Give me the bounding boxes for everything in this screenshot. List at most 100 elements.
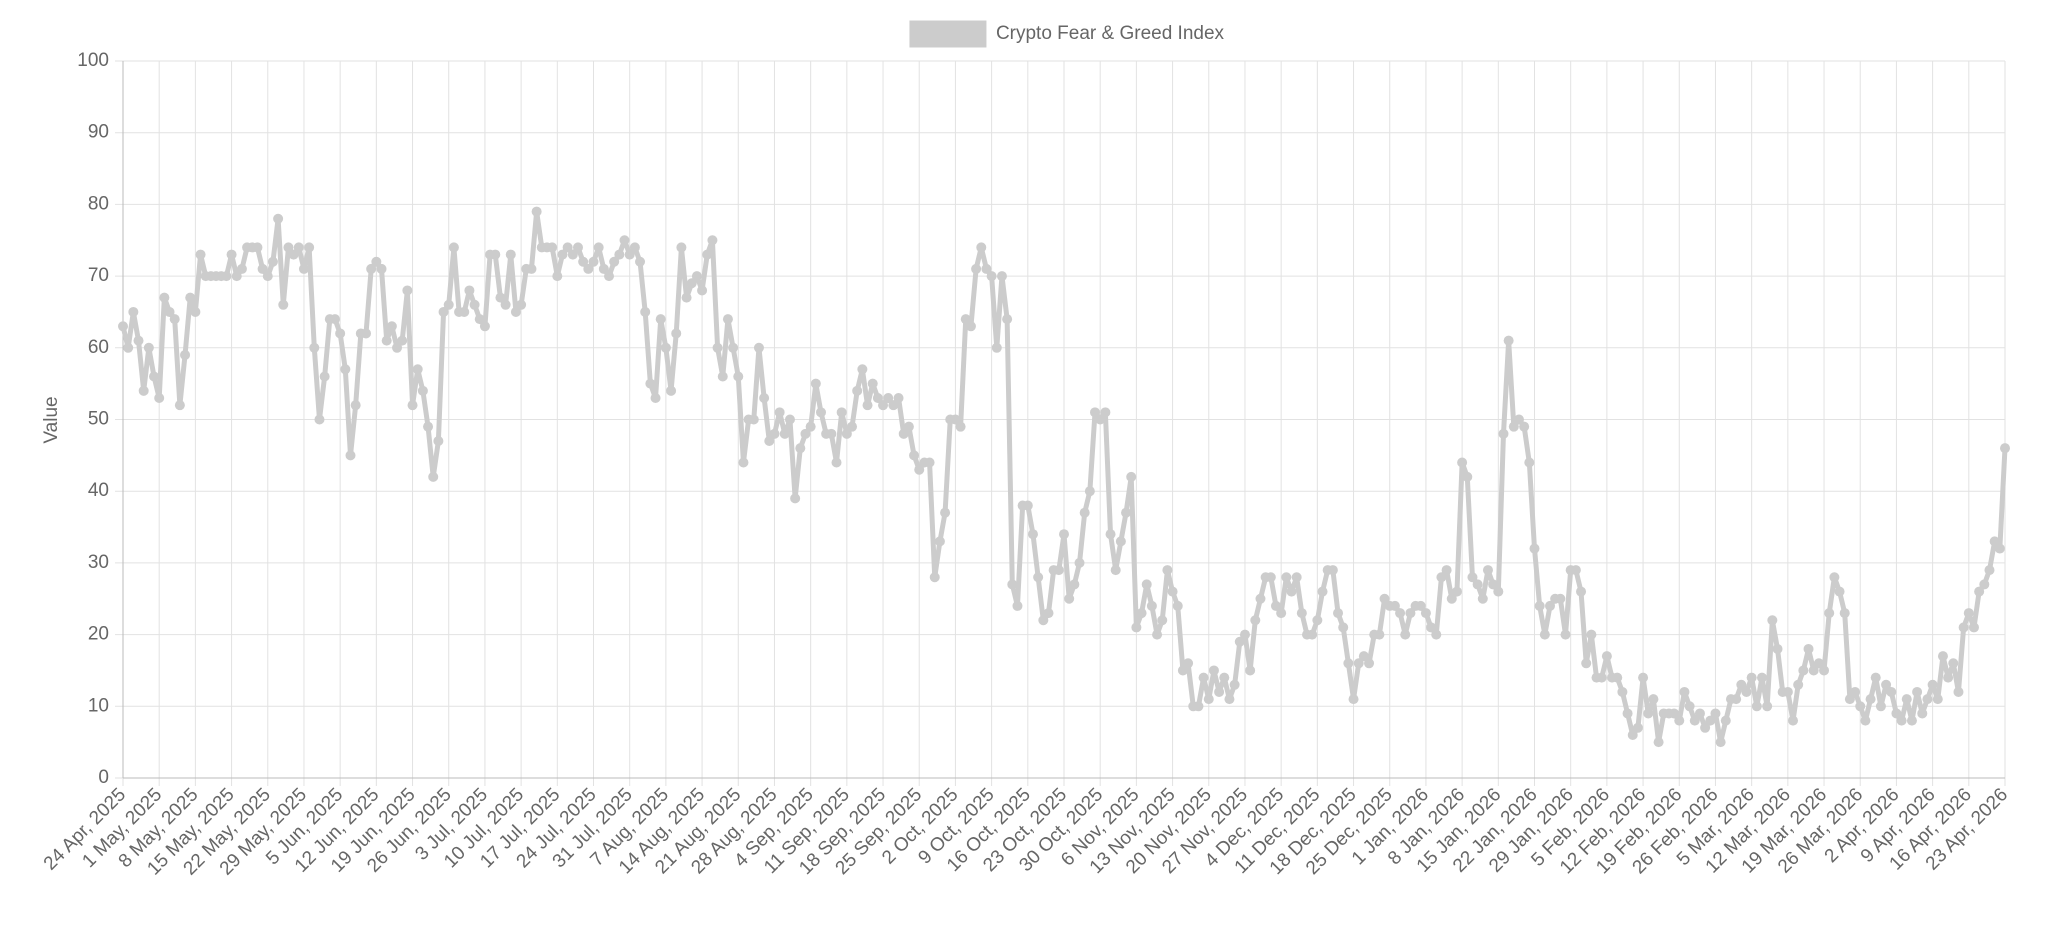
- data-point: [262, 271, 273, 282]
- data-point: [1374, 629, 1385, 640]
- data-point: [1829, 572, 1840, 583]
- data-point: [1286, 586, 1297, 597]
- data-point: [1844, 694, 1855, 705]
- data-point: [1927, 679, 1938, 690]
- data-point: [154, 392, 165, 403]
- data-point: [1813, 658, 1824, 669]
- data-point: [1513, 414, 1524, 425]
- data-point: [1979, 579, 1990, 590]
- data-point: [898, 428, 909, 439]
- data-point: [1245, 665, 1256, 676]
- data-point: [572, 242, 583, 253]
- data-point: [1002, 314, 1013, 325]
- data-point: [469, 299, 480, 310]
- data-point: [123, 342, 134, 353]
- data-point: [1984, 565, 1995, 576]
- data-point: [1906, 715, 1917, 726]
- data-point: [1968, 622, 1979, 633]
- data-point: [1343, 658, 1354, 669]
- data-point: [790, 493, 801, 504]
- data-point: [2000, 443, 2010, 454]
- data-point: [1627, 729, 1638, 740]
- data-point: [1539, 629, 1550, 640]
- data-point: [1312, 615, 1323, 626]
- data-point: [1141, 579, 1152, 590]
- data-point: [1720, 715, 1731, 726]
- data-point: [278, 299, 289, 310]
- data-point: [774, 407, 785, 418]
- data-point: [1281, 572, 1292, 583]
- data-point: [878, 400, 889, 411]
- data-point: [815, 407, 826, 418]
- y-tick-label: 0: [98, 767, 109, 788]
- data-point: [1715, 737, 1726, 748]
- data-point: [1033, 572, 1044, 583]
- data-point: [1596, 672, 1607, 683]
- data-point: [428, 471, 439, 482]
- data-point: [1250, 615, 1261, 626]
- data-point: [1746, 672, 1757, 683]
- data-point: [1643, 708, 1654, 719]
- data-point: [717, 371, 728, 382]
- data-point: [1198, 672, 1209, 683]
- data-point: [1855, 701, 1866, 712]
- data-point: [1834, 586, 1845, 597]
- data-point: [309, 342, 320, 353]
- y-tick-label: 100: [77, 50, 109, 71]
- data-point: [128, 306, 139, 317]
- data-point: [1027, 529, 1038, 540]
- data-point: [666, 385, 677, 396]
- data-point: [1224, 694, 1235, 705]
- data-point: [164, 306, 175, 317]
- data-point: [221, 271, 232, 282]
- data-point: [1379, 593, 1390, 604]
- data-point: [1994, 543, 2005, 554]
- data-point: [1234, 636, 1245, 647]
- data-point: [1741, 686, 1752, 697]
- data-point: [1736, 679, 1747, 690]
- data-point: [1875, 701, 1886, 712]
- data-point: [479, 321, 490, 332]
- data-point: [118, 321, 128, 332]
- legend-swatch: [909, 20, 987, 48]
- data-point: [650, 392, 661, 403]
- data-point: [691, 271, 702, 282]
- data-point: [578, 256, 589, 267]
- data-point: [1896, 715, 1907, 726]
- data-point: [769, 428, 780, 439]
- data-point: [645, 378, 656, 389]
- data-point: [991, 342, 1002, 353]
- data-point: [1891, 708, 1902, 719]
- data-point: [1974, 586, 1985, 597]
- data-point: [738, 457, 749, 468]
- data-point: [981, 263, 992, 274]
- data-point: [1989, 536, 2000, 547]
- data-point: [852, 385, 863, 396]
- data-point: [474, 314, 485, 325]
- data-point: [298, 263, 309, 274]
- data-point: [510, 306, 521, 317]
- data-point: [1105, 529, 1116, 540]
- data-point: [516, 299, 527, 310]
- data-point: [1963, 608, 1974, 619]
- data-point: [386, 321, 397, 332]
- data-point: [314, 414, 325, 425]
- data-point: [423, 421, 434, 432]
- data-point: [940, 507, 951, 518]
- data-point: [1932, 694, 1943, 705]
- data-point: [836, 407, 847, 418]
- data-point: [733, 371, 744, 382]
- data-point: [1146, 600, 1157, 611]
- y-axis-label: Value: [41, 396, 62, 443]
- data-point: [1622, 708, 1633, 719]
- data-point: [1136, 608, 1147, 619]
- data-point: [402, 285, 413, 296]
- data-point: [1555, 593, 1566, 604]
- data-point: [1172, 600, 1183, 611]
- data-point: [464, 285, 475, 296]
- data-point: [448, 242, 459, 253]
- data-point: [1762, 701, 1773, 712]
- data-point: [635, 256, 646, 267]
